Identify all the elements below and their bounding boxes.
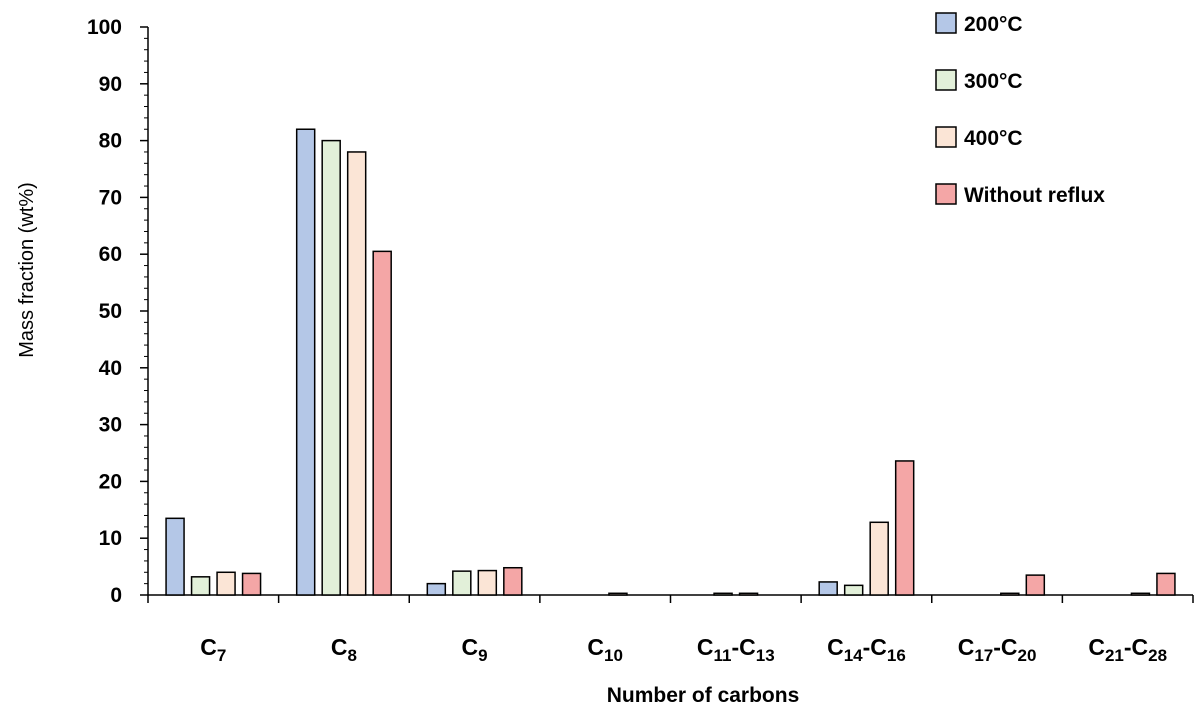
y-tick-label: 40 xyxy=(99,357,122,380)
bar xyxy=(738,592,759,596)
y-tick-label: 50 xyxy=(99,300,122,323)
x-tick-label: C9 xyxy=(462,634,488,665)
bars xyxy=(165,128,1176,596)
legend-swatch xyxy=(935,126,957,148)
y-tick-label: 10 xyxy=(99,527,122,550)
bar xyxy=(452,570,472,596)
bar xyxy=(894,460,915,596)
y-tick-label: 70 xyxy=(99,186,122,209)
legend-swatch xyxy=(935,183,957,205)
x-axis-title: Number of carbons xyxy=(607,684,800,707)
bar xyxy=(346,151,367,596)
legend-swatch xyxy=(935,12,957,34)
y-tick-label: 90 xyxy=(99,73,122,96)
y-tick-label: 20 xyxy=(99,470,122,493)
bar xyxy=(190,576,211,596)
x-tick-label: C17-C20 xyxy=(958,634,1037,665)
y-tick-label: 0 xyxy=(110,584,122,607)
x-tick-label: C8 xyxy=(331,634,357,665)
legend-swatch xyxy=(935,69,957,91)
y-axis-title: Mass fraction (wt%) xyxy=(16,182,38,358)
category-labels: C7 C8 C9 C10 C11-C13 C14-C16 C17-C20 C21-C28 xyxy=(200,634,1167,665)
bar xyxy=(1130,592,1151,596)
x-tick-label: C11-C13 xyxy=(697,634,775,665)
y-tick-label: 30 xyxy=(99,414,122,437)
legend-label: 400°C xyxy=(964,127,1023,150)
x-tick-label: C7 xyxy=(200,634,226,665)
bar xyxy=(1000,592,1020,596)
bar xyxy=(869,521,889,596)
bar xyxy=(295,128,316,596)
bar xyxy=(372,250,392,596)
bar xyxy=(477,569,498,596)
x-axis xyxy=(147,594,1194,603)
y-tick-label: 60 xyxy=(99,243,122,266)
bar xyxy=(843,584,864,596)
x-tick-label: C14-C16 xyxy=(827,634,906,665)
bar xyxy=(608,592,628,596)
bar xyxy=(818,581,838,596)
bar xyxy=(241,572,262,596)
legend-label: Without reflux xyxy=(964,184,1105,207)
bar xyxy=(1156,572,1176,596)
legend-label: 300°C xyxy=(964,70,1023,93)
bar xyxy=(713,592,733,596)
x-tick-label: C21-C28 xyxy=(1088,634,1167,665)
bar xyxy=(1025,574,1046,596)
bar xyxy=(321,139,341,596)
y-tick-label: 80 xyxy=(99,130,122,153)
bar xyxy=(426,582,447,596)
x-tick-label: C10 xyxy=(587,634,623,665)
legend-label: 200°C xyxy=(964,13,1023,36)
bar xyxy=(503,566,523,596)
y-tick-label: 100 xyxy=(87,16,122,39)
legend: 200°C 300°C 400°C Without reflux xyxy=(935,12,1105,207)
bar xyxy=(216,571,236,596)
bar xyxy=(165,517,185,596)
y-axis: 0 10 20 30 40 50 60 70 80 90 100 xyxy=(87,16,149,607)
